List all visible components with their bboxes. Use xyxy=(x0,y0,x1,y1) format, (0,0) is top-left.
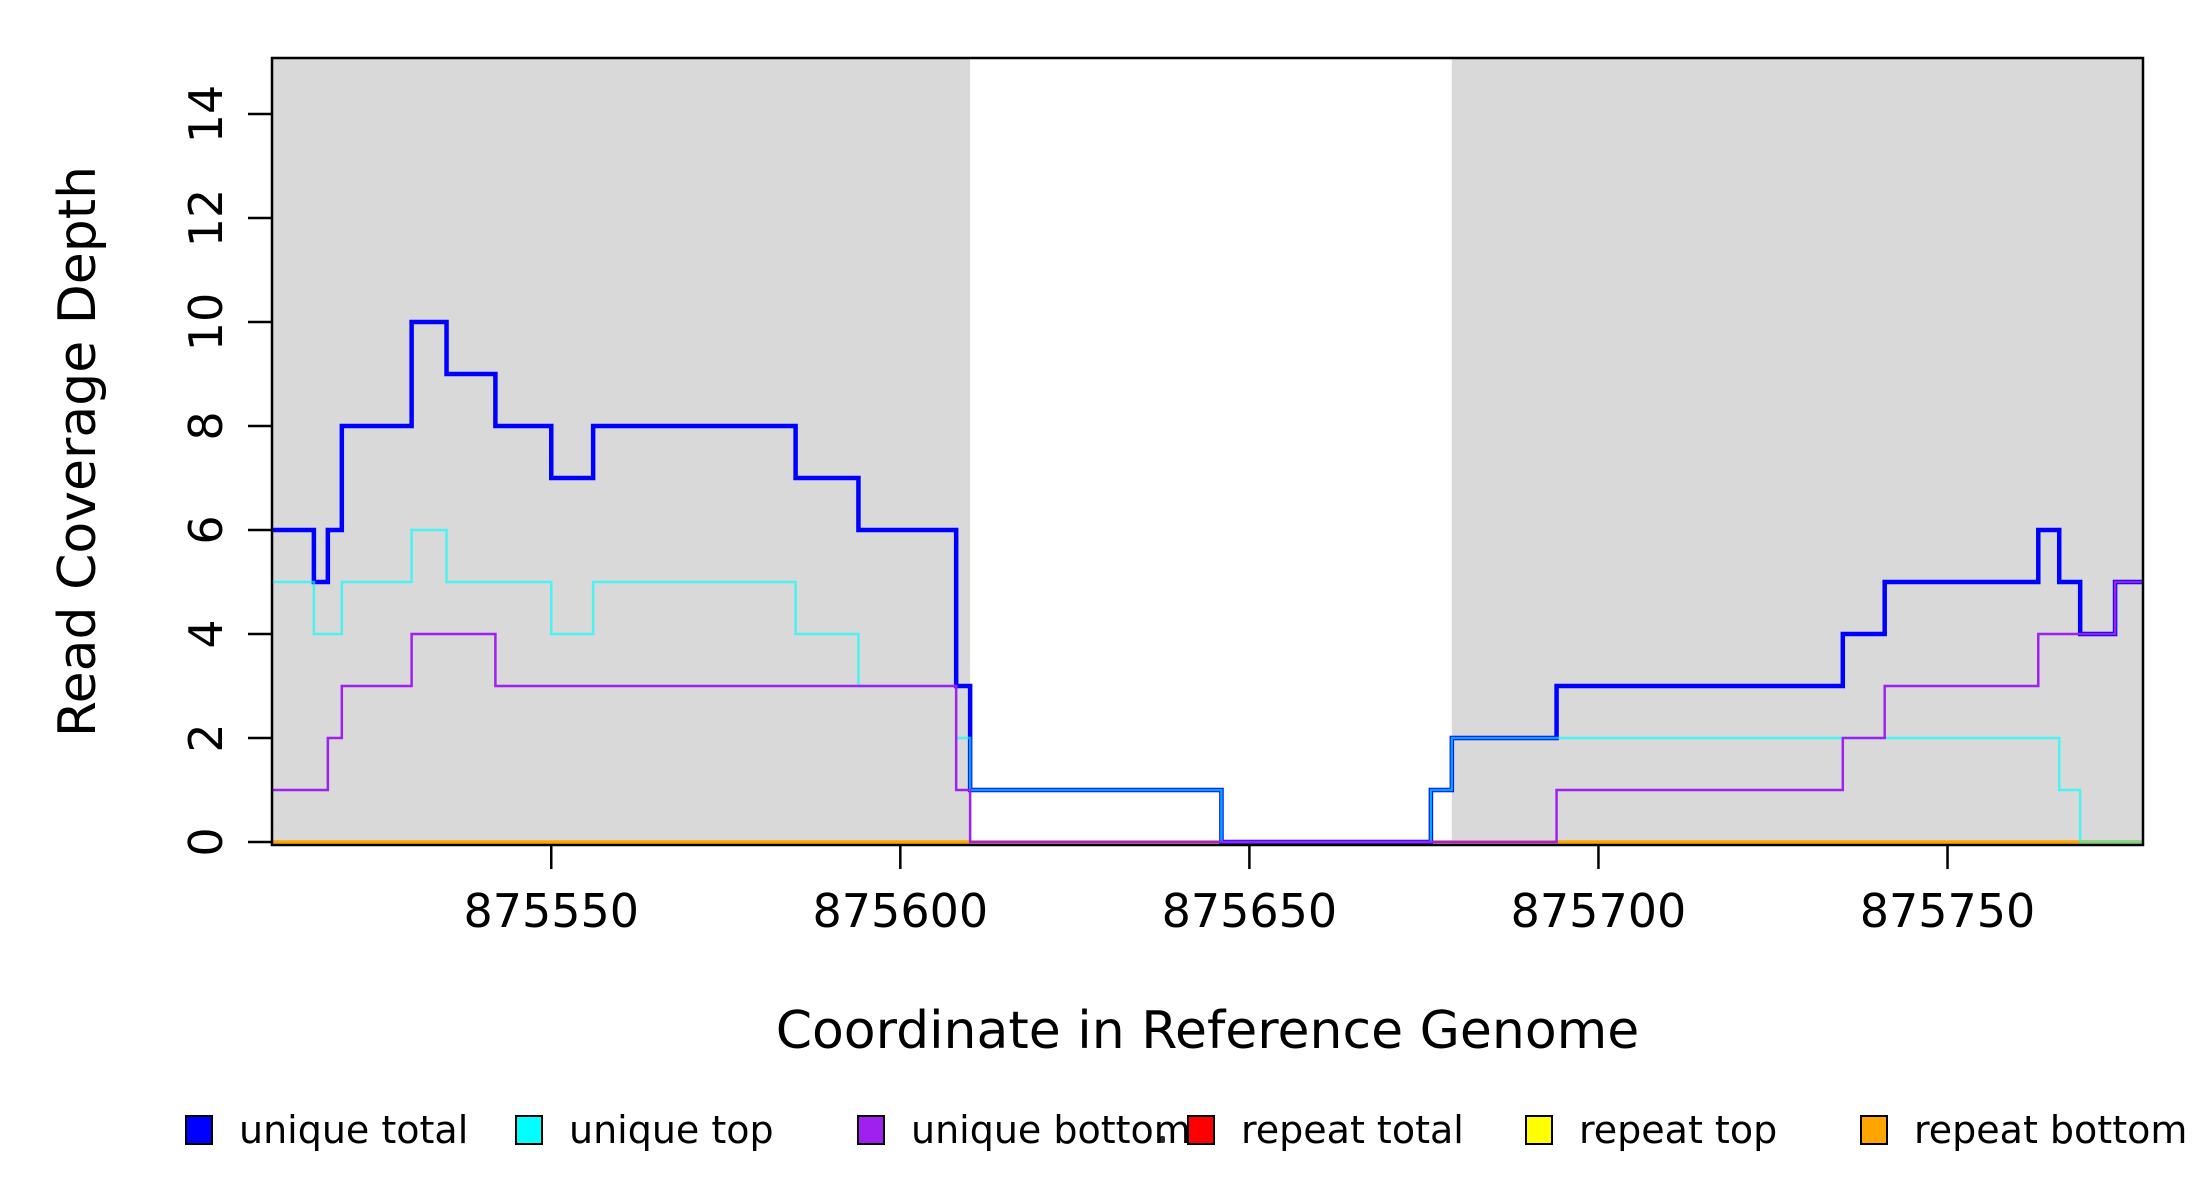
series-unique-bottom xyxy=(272,580,2143,844)
series-unique-top xyxy=(272,528,2143,844)
x-tick-label: 875550 xyxy=(463,884,639,938)
repeat-region-band xyxy=(1451,58,2143,845)
plot-frame xyxy=(270,56,2145,847)
series-unique-total xyxy=(272,319,2143,845)
repeat-total-swatch xyxy=(1187,1115,1215,1145)
y-axis-title: Read Coverage Depth xyxy=(48,166,108,737)
legend-item-unique-top: unique top xyxy=(515,1108,774,1152)
y-tick-label: 8 xyxy=(179,411,233,440)
legend-label: repeat top xyxy=(1579,1108,1778,1152)
stray-mark xyxy=(1160,1136,1165,1143)
x-tick-label: 875700 xyxy=(1511,884,1687,938)
legend-item-unique-bottom: unique bottom xyxy=(857,1108,1191,1152)
x-tick-label: 875750 xyxy=(1860,884,2036,938)
legend-label: unique total xyxy=(239,1108,469,1152)
y-tick-label: 14 xyxy=(179,85,233,144)
x-axis-title: Coordinate in Reference Genome xyxy=(776,1001,1640,1061)
legend-item-unique-total: unique total xyxy=(185,1108,468,1152)
y-tick-label: 0 xyxy=(179,827,233,856)
y-tick-label: 10 xyxy=(179,293,233,352)
x-tick-label: 875650 xyxy=(1162,884,1338,938)
repeat-bottom-swatch xyxy=(1860,1115,1888,1145)
legend-item-repeat-top: repeat top xyxy=(1525,1108,1777,1152)
y-tick-label: 4 xyxy=(179,619,233,648)
legend-label: unique top xyxy=(569,1108,774,1152)
unique-bottom-swatch xyxy=(857,1115,885,1145)
y-tick-label: 12 xyxy=(179,189,233,248)
legend-label: unique bottom xyxy=(911,1108,1191,1152)
y-tick-label: 6 xyxy=(179,515,233,544)
legend-item-repeat-bottom: repeat bottom xyxy=(1860,1108,2187,1152)
unique-top-swatch xyxy=(515,1115,543,1145)
repeat-top-swatch xyxy=(1525,1115,1553,1145)
legend-label: repeat total xyxy=(1241,1108,1464,1152)
x-tick-label: 875600 xyxy=(813,884,989,938)
legend-item-repeat-total: repeat total xyxy=(1187,1108,1464,1152)
legend-label: repeat bottom xyxy=(1914,1108,2188,1152)
unique-total-swatch xyxy=(185,1115,213,1145)
repeat-region-band xyxy=(272,58,971,845)
y-tick-label: 2 xyxy=(179,723,233,752)
